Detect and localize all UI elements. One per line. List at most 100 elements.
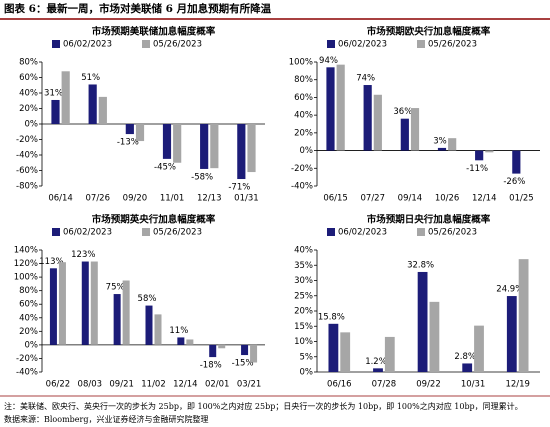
x-tick-label: 07/26	[86, 194, 111, 204]
legend-swatch	[327, 228, 335, 236]
value-label: 32.8%	[407, 260, 434, 270]
y-tick-label: 40%	[19, 89, 38, 99]
bar	[340, 332, 351, 372]
bar	[417, 271, 428, 372]
bar	[475, 150, 484, 161]
value-label: 11%	[169, 326, 188, 336]
legend-label: 06/02/2023	[63, 228, 112, 238]
bar	[162, 124, 172, 159]
bar	[363, 85, 372, 151]
value-label: -13%	[117, 138, 139, 148]
bar	[209, 344, 217, 358]
y-tick-label: 10%	[294, 337, 313, 347]
bar	[474, 325, 484, 372]
legend-label: 06/02/2023	[63, 40, 112, 50]
y-tick-label: 5%	[300, 352, 314, 362]
y-tick-label: 80%	[19, 58, 38, 68]
x-tick-label: 02/01	[205, 380, 230, 390]
chart-title: 市场预期美联储加息幅度概率	[92, 26, 216, 38]
legend-label: 05/26/2023	[428, 40, 477, 50]
value-label: 58%	[138, 294, 157, 304]
x-tick-label: 08/03	[78, 380, 103, 390]
bar	[145, 305, 153, 345]
bar	[177, 337, 185, 345]
value-label: -71%	[228, 183, 250, 193]
value-label: -15%	[232, 359, 254, 369]
legend-swatch	[52, 40, 60, 48]
value-label: 74%	[356, 74, 375, 84]
bar	[154, 314, 162, 345]
bar	[113, 294, 121, 345]
bar	[328, 323, 339, 372]
bar	[429, 301, 440, 372]
y-tick-label: 15%	[294, 322, 313, 332]
bar	[485, 150, 494, 153]
y-tick-label: -40%	[16, 151, 38, 161]
value-label: -26%	[503, 177, 525, 187]
y-tick-label: 0%	[25, 120, 39, 130]
chart-title: 市场预期日央行加息幅度概率	[367, 214, 491, 226]
bar	[98, 96, 107, 124]
y-tick-label: 60%	[19, 300, 38, 310]
legend-label: 06/02/2023	[338, 228, 387, 238]
value-label: 51%	[81, 73, 100, 83]
bar	[373, 94, 382, 151]
y-tick-label: -40%	[291, 182, 313, 192]
x-tick-label: 03/21	[237, 380, 262, 390]
bar	[81, 261, 89, 345]
note: 注：美联储、欧央行、英央行一次的步长为 25bp，即 100%之内对应 25bp…	[4, 401, 523, 411]
bar	[326, 67, 335, 151]
x-tick-label: 10/31	[461, 380, 486, 390]
bar	[400, 118, 409, 151]
y-tick-label: 100%	[289, 58, 313, 68]
legend-swatch	[142, 40, 150, 48]
value-label: -18%	[200, 361, 222, 371]
y-tick-label: -60%	[16, 166, 38, 176]
value-label: 2.8%	[454, 352, 476, 362]
x-tick-label: 11/02	[141, 380, 166, 390]
value-label: 3%	[433, 136, 447, 146]
value-label: 94%	[319, 56, 338, 66]
y-tick-label: 20%	[294, 307, 313, 317]
x-tick-label: 07/27	[361, 194, 386, 204]
bar	[336, 64, 345, 151]
y-tick-label: -40%	[16, 368, 38, 378]
bar	[90, 261, 98, 345]
x-tick-label: 09/14	[398, 194, 423, 204]
value-label: 123%	[71, 250, 95, 260]
x-tick-label: 06/16	[327, 380, 352, 390]
chart-title: 市场预期欧央行加息幅度概率	[367, 26, 491, 38]
bar	[173, 124, 182, 163]
bar	[122, 280, 130, 345]
value-label: 31%	[44, 88, 63, 98]
figure-title: 图表 6：最新一周，市场对美联储 6 月加息预期有所降温	[4, 2, 272, 15]
x-tick-label: 01/31	[234, 194, 259, 204]
bar	[237, 124, 246, 180]
y-tick-label: 0%	[300, 146, 314, 156]
legend-swatch	[327, 40, 335, 48]
legend-swatch	[52, 228, 60, 236]
x-tick-label: 06/14	[48, 194, 73, 204]
y-tick-label: 80%	[19, 286, 38, 296]
x-tick-label: 12/14	[173, 380, 198, 390]
x-tick-label: 10/26	[435, 194, 460, 204]
legend-label: 05/26/2023	[153, 228, 202, 238]
legend-label: 06/02/2023	[338, 40, 387, 50]
bar	[58, 262, 66, 345]
value-label: 1.2%	[365, 357, 387, 367]
x-tick-label: 12/14	[472, 194, 497, 204]
y-tick-label: 140%	[14, 246, 38, 256]
bar	[61, 71, 70, 124]
y-tick-label: 20%	[19, 104, 38, 114]
legend-label: 05/26/2023	[428, 228, 477, 238]
y-tick-label: -20%	[16, 135, 38, 145]
x-tick-label: 06/15	[323, 194, 348, 204]
y-tick-label: 35%	[294, 261, 313, 271]
y-tick-label: 40%	[294, 111, 313, 121]
x-tick-label: 06/22	[46, 380, 71, 390]
y-tick-label: 30%	[294, 276, 313, 286]
value-label: -11%	[466, 164, 488, 174]
bar	[518, 259, 529, 372]
